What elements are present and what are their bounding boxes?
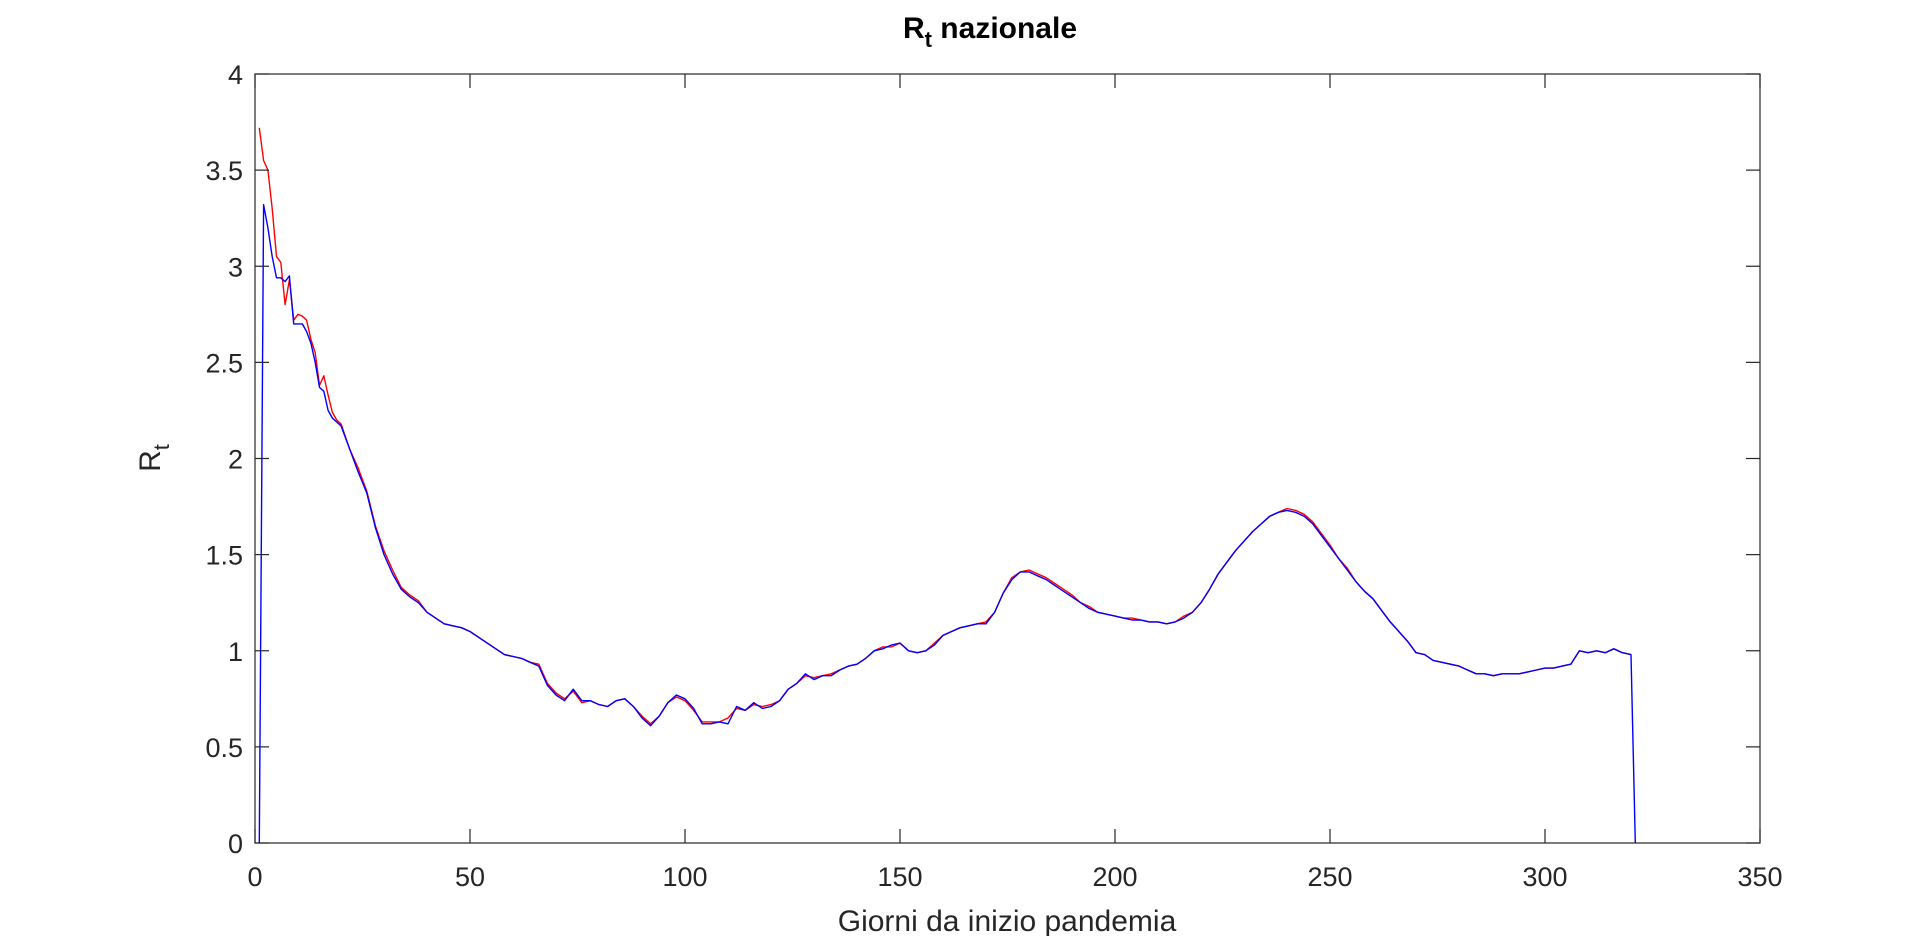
series-line-2: [258, 204, 1636, 844]
y-axis-label-subscript: t: [149, 444, 174, 450]
y-axis-tick-labels: 0 0.5 1 1.5 2 2.5 3 3.5 4: [205, 60, 243, 859]
x-tick-label: 350: [1737, 862, 1782, 892]
y-tick-label: 2.5: [205, 348, 243, 378]
chart-title: Rt nazionale: [903, 12, 1077, 52]
x-tick-label: 50: [455, 862, 485, 892]
plot-area: [254, 73, 1761, 844]
chart-title-main: R: [903, 12, 925, 45]
y-tick-label: 3: [228, 252, 243, 282]
y-tick-label: 3.5: [205, 156, 243, 186]
chart-title-subscript: t: [925, 27, 933, 52]
plot-background: [255, 74, 1760, 843]
x-axis-tick-labels: 0 50 100 150 200 250 300 350: [247, 862, 1782, 892]
x-tick-label: 150: [877, 862, 922, 892]
y-tick-label: 0.5: [205, 733, 243, 763]
y-tick-label: 0: [228, 829, 243, 859]
chart-title-rest: nazionale: [932, 12, 1077, 45]
y-tick-label: 1: [228, 637, 243, 667]
x-tick-label: 200: [1092, 862, 1137, 892]
y-axis-ticks: [255, 73, 1760, 844]
y-tick-label: 2: [228, 445, 243, 475]
x-axis-ticks: [254, 74, 1761, 843]
x-tick-label: 300: [1522, 862, 1567, 892]
x-tick-label: 250: [1307, 862, 1352, 892]
y-tick-label: 4: [228, 60, 243, 90]
y-axis-label-main: R: [134, 450, 167, 472]
x-tick-label: 0: [247, 862, 262, 892]
x-axis-label: Giorni da inizio pandemia: [838, 905, 1177, 936]
y-axis-label: Rt: [134, 444, 174, 472]
series-layer: [258, 127, 1636, 844]
y-tick-label: 1.5: [205, 541, 243, 571]
x-tick-label: 100: [662, 862, 707, 892]
